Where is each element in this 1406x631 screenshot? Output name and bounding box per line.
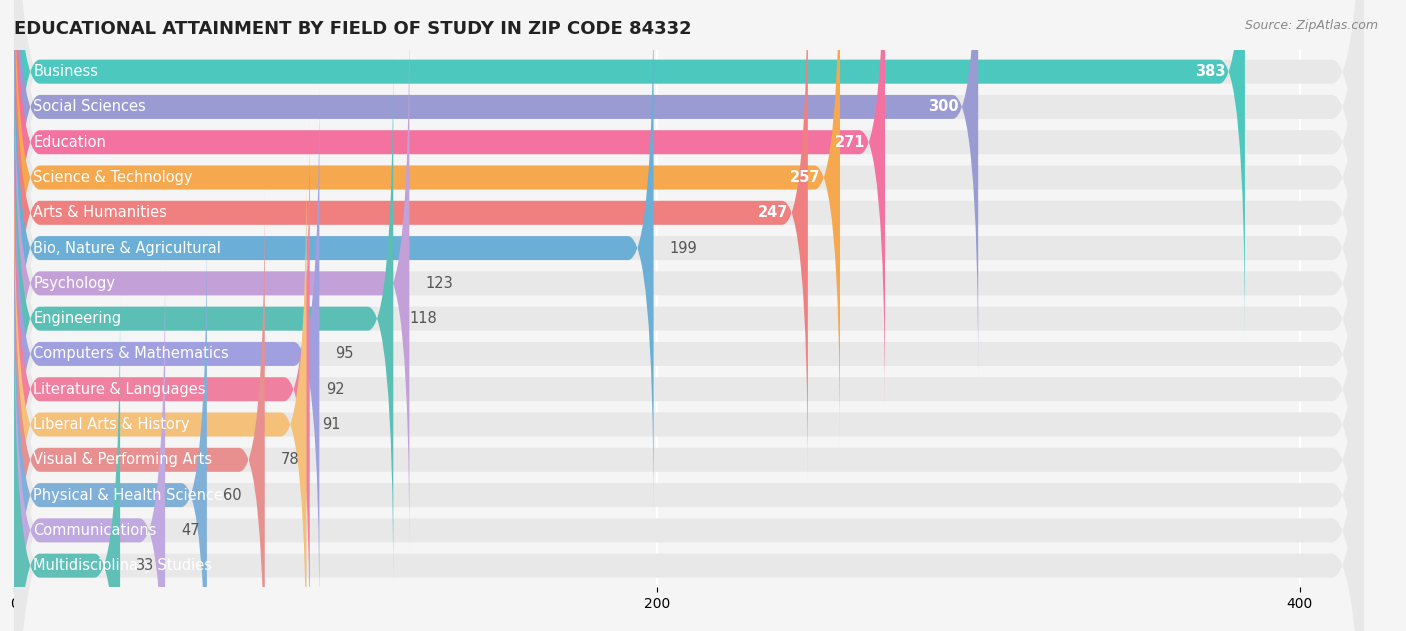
FancyBboxPatch shape	[14, 0, 884, 413]
Text: 33: 33	[136, 558, 155, 573]
Text: 300: 300	[928, 100, 959, 114]
FancyBboxPatch shape	[14, 154, 307, 631]
FancyBboxPatch shape	[14, 189, 264, 631]
Text: Arts & Humanities: Arts & Humanities	[34, 205, 167, 220]
FancyBboxPatch shape	[14, 0, 839, 448]
Text: 60: 60	[224, 488, 242, 502]
FancyBboxPatch shape	[14, 119, 1364, 631]
Text: 123: 123	[426, 276, 453, 291]
FancyBboxPatch shape	[14, 0, 1364, 448]
Text: 47: 47	[181, 523, 200, 538]
FancyBboxPatch shape	[14, 295, 120, 631]
FancyBboxPatch shape	[14, 0, 1364, 413]
Text: 257: 257	[790, 170, 821, 185]
Text: 118: 118	[409, 311, 437, 326]
FancyBboxPatch shape	[14, 0, 1364, 589]
Text: Engineering: Engineering	[34, 311, 121, 326]
FancyBboxPatch shape	[14, 119, 309, 631]
Text: Literature & Languages: Literature & Languages	[34, 382, 205, 397]
Text: 247: 247	[758, 205, 789, 220]
FancyBboxPatch shape	[14, 13, 1364, 631]
FancyBboxPatch shape	[14, 13, 409, 553]
FancyBboxPatch shape	[14, 0, 808, 483]
Text: 383: 383	[1195, 64, 1226, 79]
Text: 78: 78	[281, 452, 299, 468]
Text: Education: Education	[34, 135, 107, 150]
FancyBboxPatch shape	[14, 0, 1364, 519]
FancyBboxPatch shape	[14, 0, 1244, 342]
Text: Multidisciplinary Studies: Multidisciplinary Studies	[34, 558, 212, 573]
FancyBboxPatch shape	[14, 49, 1364, 631]
FancyBboxPatch shape	[14, 0, 654, 519]
Text: Computers & Mathematics: Computers & Mathematics	[34, 346, 229, 362]
FancyBboxPatch shape	[14, 49, 394, 589]
Text: 199: 199	[669, 240, 697, 256]
Text: Science & Technology: Science & Technology	[34, 170, 193, 185]
Text: Visual & Performing Arts: Visual & Performing Arts	[34, 452, 212, 468]
FancyBboxPatch shape	[14, 225, 1364, 631]
Text: Liberal Arts & History: Liberal Arts & History	[34, 417, 190, 432]
Text: Communications: Communications	[34, 523, 156, 538]
FancyBboxPatch shape	[14, 0, 1364, 624]
Text: 91: 91	[322, 417, 342, 432]
FancyBboxPatch shape	[14, 0, 1364, 553]
FancyBboxPatch shape	[14, 84, 319, 624]
Text: Physical & Health Sciences: Physical & Health Sciences	[34, 488, 231, 502]
Text: Source: ZipAtlas.com: Source: ZipAtlas.com	[1244, 19, 1378, 32]
FancyBboxPatch shape	[14, 260, 165, 631]
FancyBboxPatch shape	[14, 189, 1364, 631]
FancyBboxPatch shape	[14, 0, 979, 377]
FancyBboxPatch shape	[14, 84, 1364, 631]
Text: Psychology: Psychology	[34, 276, 115, 291]
FancyBboxPatch shape	[14, 154, 1364, 631]
Text: Bio, Nature & Agricultural: Bio, Nature & Agricultural	[34, 240, 221, 256]
Text: 92: 92	[326, 382, 344, 397]
FancyBboxPatch shape	[14, 0, 1364, 631]
Text: Business: Business	[34, 64, 98, 79]
Text: Social Sciences: Social Sciences	[34, 100, 146, 114]
Text: EDUCATIONAL ATTAINMENT BY FIELD OF STUDY IN ZIP CODE 84332: EDUCATIONAL ATTAINMENT BY FIELD OF STUDY…	[14, 20, 692, 38]
FancyBboxPatch shape	[14, 225, 207, 631]
Text: 271: 271	[835, 135, 866, 150]
Text: 95: 95	[336, 346, 354, 362]
FancyBboxPatch shape	[14, 0, 1364, 483]
